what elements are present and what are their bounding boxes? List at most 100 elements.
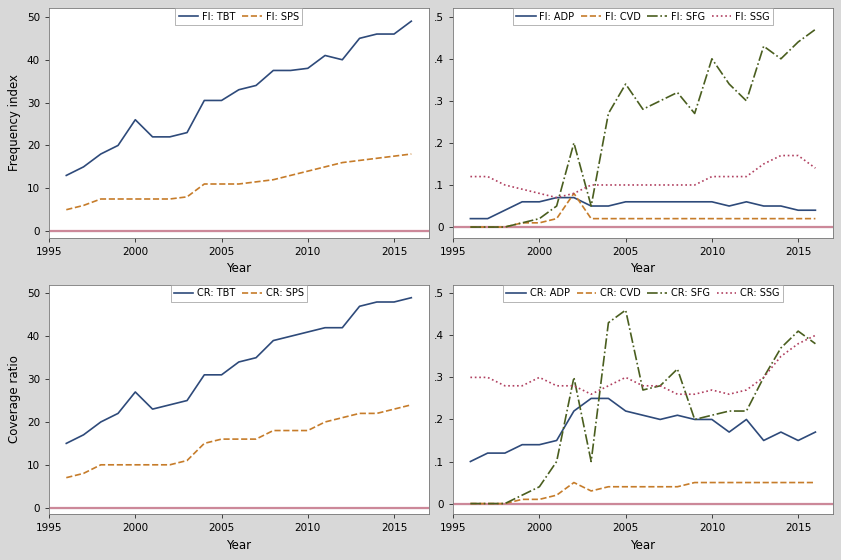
Line: CR: SPS: CR: SPS xyxy=(66,405,411,478)
FI: TBT: (2.02e+03, 46): TBT: (2.02e+03, 46) xyxy=(389,31,399,38)
CR: SPS: (2.02e+03, 24): SPS: (2.02e+03, 24) xyxy=(406,402,416,408)
Y-axis label: Frequency index: Frequency index xyxy=(8,74,21,171)
FI: ADP: (2.01e+03, 0.06): ADP: (2.01e+03, 0.06) xyxy=(707,198,717,205)
CR: SSG: (2e+03, 0.3): SSG: (2e+03, 0.3) xyxy=(465,374,475,381)
CR: SFG: (2.01e+03, 0.3): SFG: (2.01e+03, 0.3) xyxy=(759,374,769,381)
X-axis label: Year: Year xyxy=(226,539,251,552)
FI: SFG: (2.01e+03, 0.4): SFG: (2.01e+03, 0.4) xyxy=(776,55,786,62)
CR: SFG: (2e+03, 0.3): SFG: (2e+03, 0.3) xyxy=(569,374,579,381)
FI: SFG: (2.02e+03, 0.47): SFG: (2.02e+03, 0.47) xyxy=(811,26,821,32)
FI: SSG: (2e+03, 0.08): SSG: (2e+03, 0.08) xyxy=(534,190,544,197)
CR: SSG: (2.01e+03, 0.35): SSG: (2.01e+03, 0.35) xyxy=(776,353,786,360)
FI: SPS: (2e+03, 5): SPS: (2e+03, 5) xyxy=(61,206,71,213)
FI: SFG: (2e+03, 0): SFG: (2e+03, 0) xyxy=(483,223,493,230)
FI: SFG: (2.01e+03, 0.34): SFG: (2.01e+03, 0.34) xyxy=(724,81,734,87)
CR: ADP: (2.01e+03, 0.2): ADP: (2.01e+03, 0.2) xyxy=(690,416,700,423)
FI: CVD: (2e+03, 0.02): CVD: (2e+03, 0.02) xyxy=(603,215,613,222)
FI: CVD: (2.01e+03, 0.02): CVD: (2.01e+03, 0.02) xyxy=(690,215,700,222)
FI: SFG: (2e+03, 0): SFG: (2e+03, 0) xyxy=(500,223,510,230)
FI: TBT: (2e+03, 30.5): TBT: (2e+03, 30.5) xyxy=(216,97,226,104)
CR: SSG: (2e+03, 0.28): SSG: (2e+03, 0.28) xyxy=(517,382,527,389)
FI: SFG: (2.01e+03, 0.27): SFG: (2.01e+03, 0.27) xyxy=(690,110,700,117)
CR: TBT: (2.01e+03, 42): TBT: (2.01e+03, 42) xyxy=(320,324,331,331)
Legend: CR: TBT, CR: SPS: CR: TBT, CR: SPS xyxy=(171,285,307,302)
CR: TBT: (2.01e+03, 34): TBT: (2.01e+03, 34) xyxy=(234,358,244,365)
X-axis label: Year: Year xyxy=(631,262,655,275)
Legend: FI: ADP, FI: CVD, FI: SFG, FI: SSG: FI: ADP, FI: CVD, FI: SFG, FI: SSG xyxy=(513,8,773,25)
FI: SSG: (2e+03, 0.1): SSG: (2e+03, 0.1) xyxy=(586,181,596,188)
CR: SPS: (2e+03, 8): SPS: (2e+03, 8) xyxy=(78,470,88,477)
FI: CVD: (2e+03, 0.02): CVD: (2e+03, 0.02) xyxy=(586,215,596,222)
FI: ADP: (2e+03, 0.06): ADP: (2e+03, 0.06) xyxy=(517,198,527,205)
FI: SFG: (2.01e+03, 0.3): SFG: (2.01e+03, 0.3) xyxy=(742,97,752,104)
FI: CVD: (2.01e+03, 0.02): CVD: (2.01e+03, 0.02) xyxy=(655,215,665,222)
FI: SSG: (2.02e+03, 0.17): SSG: (2.02e+03, 0.17) xyxy=(793,152,803,159)
FI: CVD: (2e+03, 0.01): CVD: (2e+03, 0.01) xyxy=(517,220,527,226)
FI: SSG: (2.01e+03, 0.1): SSG: (2.01e+03, 0.1) xyxy=(672,181,682,188)
CR: ADP: (2.01e+03, 0.2): ADP: (2.01e+03, 0.2) xyxy=(742,416,752,423)
CR: TBT: (2e+03, 31): TBT: (2e+03, 31) xyxy=(199,371,209,378)
CR: TBT: (2e+03, 17): TBT: (2e+03, 17) xyxy=(78,431,88,438)
CR: CVD: (2e+03, 0.02): CVD: (2e+03, 0.02) xyxy=(552,492,562,498)
CR: ADP: (2e+03, 0.12): ADP: (2e+03, 0.12) xyxy=(500,450,510,456)
CR: CVD: (2.01e+03, 0.05): CVD: (2.01e+03, 0.05) xyxy=(707,479,717,486)
CR: CVD: (2.02e+03, 0.05): CVD: (2.02e+03, 0.05) xyxy=(811,479,821,486)
CR: CVD: (2.01e+03, 0.05): CVD: (2.01e+03, 0.05) xyxy=(690,479,700,486)
FI: CVD: (2.01e+03, 0.02): CVD: (2.01e+03, 0.02) xyxy=(637,215,648,222)
CR: SFG: (2e+03, 0): SFG: (2e+03, 0) xyxy=(500,500,510,507)
FI: CVD: (2.01e+03, 0.02): CVD: (2.01e+03, 0.02) xyxy=(776,215,786,222)
CR: TBT: (2e+03, 31): TBT: (2e+03, 31) xyxy=(216,371,226,378)
FI: CVD: (2.01e+03, 0.02): CVD: (2.01e+03, 0.02) xyxy=(672,215,682,222)
FI: SPS: (2e+03, 7.5): SPS: (2e+03, 7.5) xyxy=(147,195,157,202)
CR: CVD: (2.01e+03, 0.05): CVD: (2.01e+03, 0.05) xyxy=(742,479,752,486)
CR: SSG: (2e+03, 0.3): SSG: (2e+03, 0.3) xyxy=(483,374,493,381)
CR: ADP: (2e+03, 0.25): ADP: (2e+03, 0.25) xyxy=(603,395,613,402)
CR: TBT: (2e+03, 27): TBT: (2e+03, 27) xyxy=(130,389,140,395)
FI: SFG: (2.01e+03, 0.28): SFG: (2.01e+03, 0.28) xyxy=(637,106,648,113)
CR: TBT: (2.01e+03, 42): TBT: (2.01e+03, 42) xyxy=(337,324,347,331)
FI: SPS: (2.02e+03, 18): SPS: (2.02e+03, 18) xyxy=(406,151,416,157)
FI: SSG: (2.01e+03, 0.1): SSG: (2.01e+03, 0.1) xyxy=(637,181,648,188)
FI: TBT: (2.01e+03, 34): TBT: (2.01e+03, 34) xyxy=(251,82,261,89)
CR: CVD: (2e+03, 0.04): CVD: (2e+03, 0.04) xyxy=(603,483,613,490)
FI: CVD: (2e+03, 0): CVD: (2e+03, 0) xyxy=(500,223,510,230)
FI: SPS: (2e+03, 6): SPS: (2e+03, 6) xyxy=(78,202,88,209)
FI: CVD: (2.01e+03, 0.02): CVD: (2.01e+03, 0.02) xyxy=(724,215,734,222)
CR: TBT: (2.01e+03, 47): TBT: (2.01e+03, 47) xyxy=(355,303,365,310)
Line: FI: TBT: FI: TBT xyxy=(66,21,411,175)
FI: TBT: (2e+03, 22): TBT: (2e+03, 22) xyxy=(165,133,175,140)
FI: CVD: (2e+03, 0.02): CVD: (2e+03, 0.02) xyxy=(621,215,631,222)
FI: TBT: (2.01e+03, 33): TBT: (2.01e+03, 33) xyxy=(234,86,244,93)
FI: TBT: (2e+03, 30.5): TBT: (2e+03, 30.5) xyxy=(199,97,209,104)
Line: CR: TBT: CR: TBT xyxy=(66,298,411,444)
FI: SSG: (2.01e+03, 0.12): SSG: (2.01e+03, 0.12) xyxy=(707,173,717,180)
FI: ADP: (2e+03, 0.05): ADP: (2e+03, 0.05) xyxy=(603,203,613,209)
CR: ADP: (2.01e+03, 0.21): ADP: (2.01e+03, 0.21) xyxy=(672,412,682,419)
FI: TBT: (2.01e+03, 38): TBT: (2.01e+03, 38) xyxy=(303,65,313,72)
FI: CVD: (2e+03, 0.01): CVD: (2e+03, 0.01) xyxy=(534,220,544,226)
FI: SPS: (2e+03, 7.5): SPS: (2e+03, 7.5) xyxy=(165,195,175,202)
FI: SFG: (2e+03, 0.01): SFG: (2e+03, 0.01) xyxy=(517,220,527,226)
CR: ADP: (2e+03, 0.1): ADP: (2e+03, 0.1) xyxy=(465,458,475,465)
CR: SFG: (2.01e+03, 0.21): SFG: (2.01e+03, 0.21) xyxy=(707,412,717,419)
CR: SPS: (2e+03, 15): SPS: (2e+03, 15) xyxy=(199,440,209,447)
FI: SSG: (2.01e+03, 0.1): SSG: (2.01e+03, 0.1) xyxy=(655,181,665,188)
FI: ADP: (2e+03, 0.07): ADP: (2e+03, 0.07) xyxy=(552,194,562,201)
CR: TBT: (2e+03, 24): TBT: (2e+03, 24) xyxy=(165,402,175,408)
CR: SFG: (2.02e+03, 0.41): SFG: (2.02e+03, 0.41) xyxy=(793,328,803,334)
CR: SSG: (2.01e+03, 0.26): SSG: (2.01e+03, 0.26) xyxy=(690,391,700,398)
CR: SFG: (2.01e+03, 0.32): SFG: (2.01e+03, 0.32) xyxy=(672,366,682,372)
CR: SPS: (2.01e+03, 18): SPS: (2.01e+03, 18) xyxy=(268,427,278,434)
FI: SFG: (2e+03, 0.02): SFG: (2e+03, 0.02) xyxy=(534,215,544,222)
FI: TBT: (2.01e+03, 40): TBT: (2.01e+03, 40) xyxy=(337,57,347,63)
CR: SSG: (2.01e+03, 0.3): SSG: (2.01e+03, 0.3) xyxy=(759,374,769,381)
CR: SPS: (2e+03, 7): SPS: (2e+03, 7) xyxy=(61,474,71,481)
FI: SPS: (2e+03, 8): SPS: (2e+03, 8) xyxy=(182,194,192,200)
FI: SPS: (2e+03, 7.5): SPS: (2e+03, 7.5) xyxy=(96,195,106,202)
Line: FI: CVD: FI: CVD xyxy=(470,193,816,227)
CR: TBT: (2e+03, 22): TBT: (2e+03, 22) xyxy=(113,410,123,417)
FI: SPS: (2.01e+03, 11): SPS: (2.01e+03, 11) xyxy=(234,181,244,188)
X-axis label: Year: Year xyxy=(226,262,251,275)
CR: SSG: (2e+03, 0.3): SSG: (2e+03, 0.3) xyxy=(534,374,544,381)
FI: SSG: (2e+03, 0.07): SSG: (2e+03, 0.07) xyxy=(552,194,562,201)
